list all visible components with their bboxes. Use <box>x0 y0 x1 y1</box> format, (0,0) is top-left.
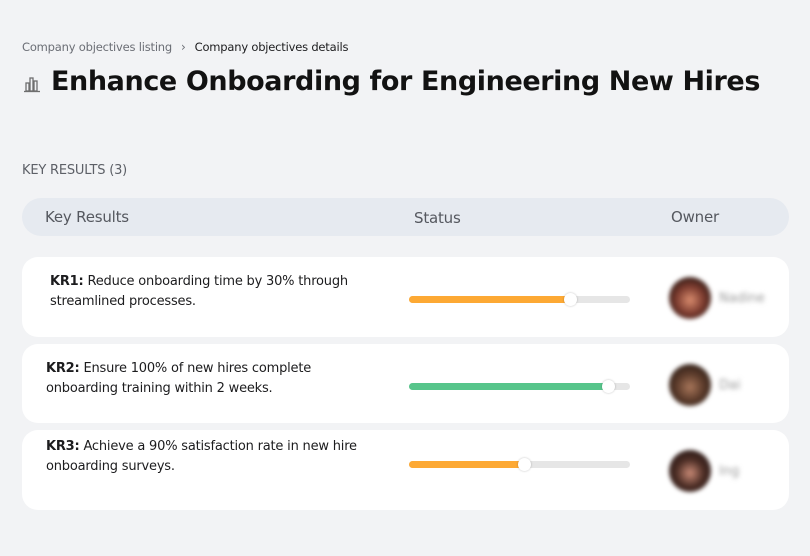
key-result-id: KR2: <box>46 361 80 376</box>
breadcrumb-current-page: Company objectives details <box>194 40 349 54</box>
avatar <box>669 277 711 319</box>
owner: Dai <box>669 364 741 406</box>
key-results-count-label: KEY RESULTS (3) <box>22 163 128 178</box>
key-results-table-header: Key Results Status Owner <box>22 198 789 236</box>
progress-bar <box>409 293 630 306</box>
column-header-key-results: Key Results <box>45 208 129 226</box>
building-chart-icon <box>24 76 40 92</box>
progress-fill <box>409 383 608 390</box>
progress-bar <box>409 380 630 393</box>
progress-fill <box>409 296 571 303</box>
key-result-row[interactable]: KR2: Ensure 100% of new hires complete o… <box>22 344 789 423</box>
key-result-description: KR3: Achieve a 90% satisfaction rate in … <box>46 437 366 477</box>
owner: Nadine <box>669 277 765 319</box>
avatar <box>669 364 711 406</box>
progress-thumb <box>517 458 531 471</box>
key-result-text: Reduce onboarding time by 30% through st… <box>50 274 348 309</box>
key-result-text: Ensure 100% of new hires complete onboar… <box>46 361 312 396</box>
key-result-id: KR1: <box>50 274 84 289</box>
key-result-row[interactable]: KR3: Achieve a 90% satisfaction rate in … <box>22 430 789 510</box>
key-result-description: KR1: Reduce onboarding time by 30% throu… <box>50 272 370 312</box>
owner-name: Nadine <box>719 290 765 306</box>
owner-name: Dai <box>719 377 741 393</box>
key-result-id: KR3: <box>46 439 80 454</box>
page-header: Enhance Onboarding for Engineering New H… <box>22 66 760 97</box>
breadcrumb: Company objectives listing › Company obj… <box>22 40 348 54</box>
progress-thumb <box>564 293 578 306</box>
column-header-owner: Owner <box>671 208 719 226</box>
progress-thumb <box>601 380 615 393</box>
key-result-row[interactable]: KR1: Reduce onboarding time by 30% throu… <box>22 257 789 337</box>
owner: Ing <box>669 450 739 492</box>
progress-bar <box>409 458 630 471</box>
column-header-status: Status <box>414 209 461 227</box>
owner-name: Ing <box>719 463 740 479</box>
key-result-description: KR2: Ensure 100% of new hires complete o… <box>46 359 366 399</box>
key-result-text: Achieve a 90% satisfaction rate in new h… <box>46 439 357 474</box>
avatar <box>669 450 711 492</box>
page-title: Enhance Onboarding for Engineering New H… <box>51 66 760 97</box>
breadcrumb-link-objectives-listing[interactable]: Company objectives listing <box>22 40 172 54</box>
chevron-right-icon: › <box>181 40 186 54</box>
progress-fill <box>409 461 524 468</box>
